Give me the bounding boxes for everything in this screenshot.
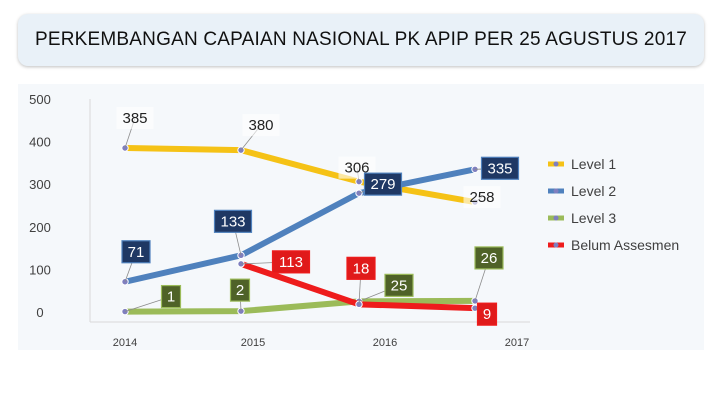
legend-label-level-2: Level 2	[571, 183, 616, 199]
data-label-box-belum-assesmen	[271, 250, 311, 274]
data-label-box-level-3	[160, 284, 182, 309]
data-label-belum-assesmen: 113	[279, 254, 303, 271]
data-label-box-level-2	[213, 209, 253, 233]
legend-label-belum-assesmen: Belum Assesmen	[571, 237, 679, 253]
data-label-level-2: 279	[370, 176, 395, 193]
data-label-level-3: 2	[236, 282, 244, 299]
y-tick-label: 300	[29, 177, 51, 192]
legend-marker-level-1	[553, 161, 559, 167]
data-label-level-3: 25	[391, 277, 408, 294]
data-label-belum-assesmen: 9	[483, 306, 491, 323]
data-label-level-1: 258	[469, 189, 494, 206]
data-label-box-level-1	[463, 186, 501, 209]
data-label-level-3: 1	[167, 289, 175, 306]
data-label-box-level-1	[116, 106, 154, 129]
series-line-level-1	[122, 144, 478, 206]
data-label-box-level-2	[480, 156, 520, 180]
chart-title-banner: PERKEMBANGAN CAPAIAN NASIONAL PK APIP PE…	[18, 14, 704, 66]
data-label-box-level-1	[242, 114, 280, 137]
data-label-level-2: 133	[220, 213, 245, 230]
data-label-level-2: 335	[487, 160, 512, 177]
data-label-level-2: 71	[128, 244, 145, 261]
data-label-box-level-2	[363, 172, 403, 196]
legend-marker-belum-assesmen	[553, 242, 559, 248]
data-label-box-belum-assesmen	[346, 256, 376, 280]
y-tick-label: 500	[29, 92, 51, 107]
x-tick-label: 2016	[373, 337, 397, 349]
x-tick-label: 2017	[505, 337, 529, 349]
data-label-box-level-2	[121, 240, 151, 264]
series-line-level-2	[122, 166, 478, 285]
legend-marker-level-3	[553, 215, 559, 221]
data-label-level-1: 306	[344, 160, 369, 177]
label-layer: 385 380 306 258 71 133 279 335 1 2 25 26 113 18 9	[116, 106, 520, 326]
data-label-box-level-3	[474, 246, 504, 270]
y-tick-label: 400	[29, 135, 51, 150]
y-tick-label: 0	[36, 305, 43, 320]
data-label-belum-assesmen: 18	[353, 260, 370, 277]
data-label-level-1: 385	[122, 110, 147, 127]
legend-marker-level-2	[553, 188, 559, 194]
chart-title: PERKEMBANGAN CAPAIAN NASIONAL PK APIP PE…	[34, 29, 687, 50]
x-tick-label: 2015	[241, 337, 265, 349]
x-tick-label: 2014	[113, 337, 137, 349]
series-line-level-3	[122, 297, 478, 315]
legend: Level 1 Level 2 Level 3 Belum Assesmen	[548, 156, 679, 253]
y-tick-label: 100	[29, 262, 51, 277]
data-label-level-3: 26	[481, 250, 498, 267]
legend-label-level-1: Level 1	[571, 156, 616, 172]
legend-label-level-3: Level 3	[571, 210, 616, 226]
data-label-box-belum-assesmen	[476, 302, 498, 326]
data-label-level-1: 380	[248, 117, 273, 134]
data-label-box-level-3	[229, 278, 251, 302]
y-tick-label: 200	[29, 220, 51, 235]
data-label-box-level-3	[384, 273, 414, 297]
axis-layer: 0 100 200 300 400 500 2014 2015 2016 2017	[29, 92, 530, 349]
